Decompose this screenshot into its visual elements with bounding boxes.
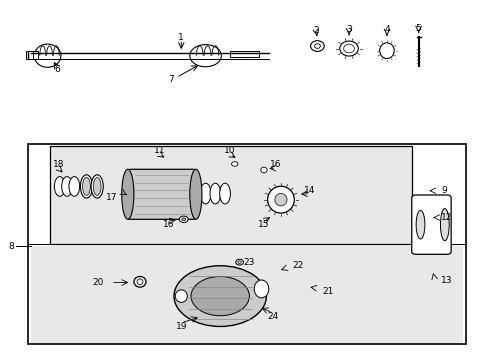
Text: 1: 1 bbox=[178, 33, 184, 42]
Text: 6: 6 bbox=[54, 66, 60, 75]
Text: 13: 13 bbox=[441, 276, 452, 285]
Text: 18: 18 bbox=[53, 161, 64, 170]
Ellipse shape bbox=[260, 167, 266, 173]
Text: 4: 4 bbox=[384, 26, 389, 35]
Ellipse shape bbox=[91, 175, 103, 198]
FancyBboxPatch shape bbox=[127, 169, 196, 219]
Ellipse shape bbox=[200, 183, 210, 204]
Bar bbox=[28, 144, 465, 344]
FancyBboxPatch shape bbox=[411, 195, 450, 254]
Text: 3: 3 bbox=[346, 26, 351, 35]
Ellipse shape bbox=[415, 210, 424, 239]
Text: 5: 5 bbox=[415, 24, 421, 33]
Text: 2: 2 bbox=[313, 26, 319, 35]
Text: 15: 15 bbox=[258, 220, 269, 229]
Ellipse shape bbox=[175, 290, 187, 302]
Text: 19: 19 bbox=[175, 322, 186, 331]
Text: 20: 20 bbox=[92, 278, 103, 287]
Text: 17: 17 bbox=[105, 193, 117, 202]
Text: 7: 7 bbox=[168, 75, 174, 84]
Text: 8: 8 bbox=[8, 242, 14, 251]
Text: 23: 23 bbox=[243, 258, 254, 267]
Ellipse shape bbox=[182, 218, 185, 221]
Ellipse shape bbox=[54, 177, 65, 196]
Ellipse shape bbox=[267, 186, 294, 213]
Text: 22: 22 bbox=[291, 261, 303, 270]
Ellipse shape bbox=[189, 169, 202, 219]
Text: 11: 11 bbox=[153, 146, 165, 155]
Ellipse shape bbox=[179, 216, 188, 222]
Text: 24: 24 bbox=[266, 312, 278, 321]
Ellipse shape bbox=[174, 266, 266, 327]
Text: 16: 16 bbox=[270, 160, 281, 169]
Bar bbox=[26, 51, 38, 59]
Ellipse shape bbox=[122, 169, 134, 219]
Bar bbox=[229, 51, 259, 58]
Text: 10: 10 bbox=[224, 146, 235, 155]
Ellipse shape bbox=[254, 280, 268, 298]
Ellipse shape bbox=[274, 193, 286, 206]
Ellipse shape bbox=[80, 175, 92, 198]
Text: 12: 12 bbox=[441, 213, 452, 222]
Ellipse shape bbox=[440, 208, 448, 241]
Ellipse shape bbox=[93, 177, 101, 195]
Text: 21: 21 bbox=[322, 287, 333, 296]
Ellipse shape bbox=[82, 177, 90, 195]
Ellipse shape bbox=[69, 177, 80, 196]
Ellipse shape bbox=[191, 276, 249, 316]
Text: 16: 16 bbox=[163, 220, 175, 229]
Ellipse shape bbox=[231, 162, 238, 166]
Ellipse shape bbox=[219, 183, 230, 204]
Ellipse shape bbox=[61, 177, 72, 196]
Bar bbox=[30, 246, 462, 342]
Text: 9: 9 bbox=[441, 186, 446, 195]
Bar bbox=[50, 146, 411, 244]
Text: 14: 14 bbox=[304, 185, 315, 194]
Ellipse shape bbox=[209, 183, 220, 204]
